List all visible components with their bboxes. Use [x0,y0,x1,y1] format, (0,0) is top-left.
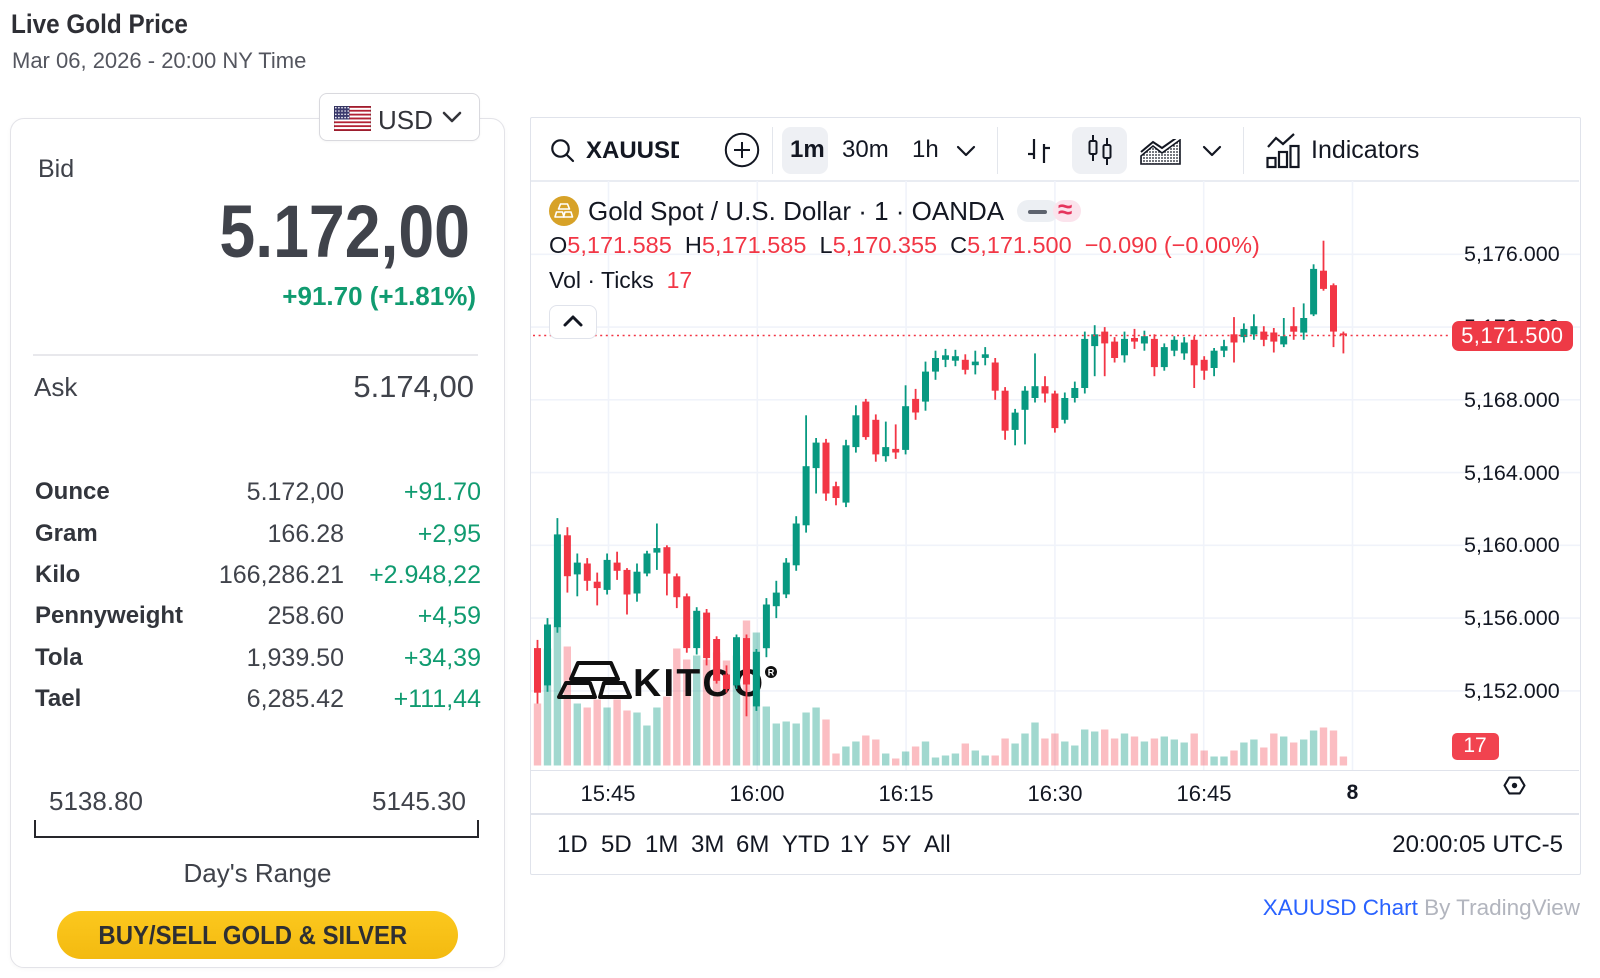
svg-text:R: R [768,668,775,678]
svg-text:KITCO: KITCO [633,662,765,705]
